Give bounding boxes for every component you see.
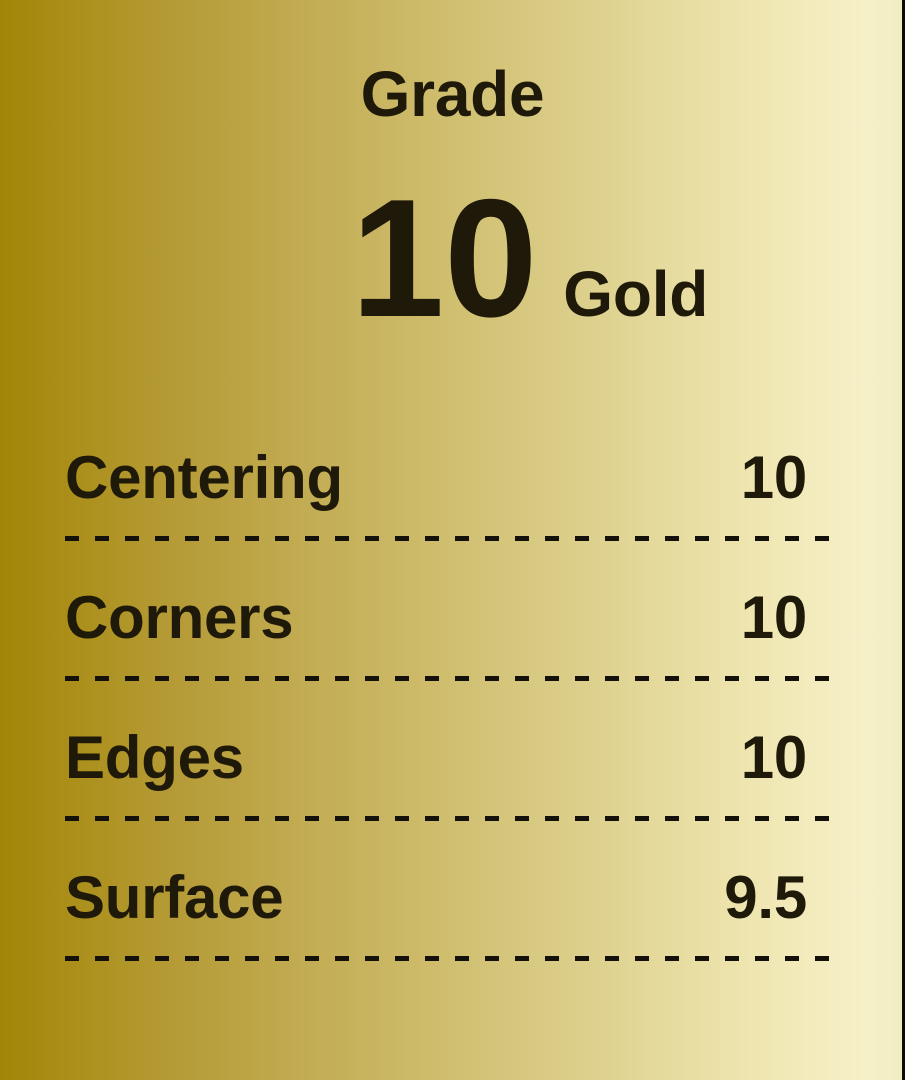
dashed-divider bbox=[65, 536, 840, 541]
score-row-centering: Centering 10 bbox=[65, 448, 840, 541]
score-value: 9.5 bbox=[724, 864, 807, 931]
score-line: Corners 10 bbox=[65, 588, 840, 648]
grade-heading: Grade bbox=[360, 58, 545, 130]
score-line: Centering 10 bbox=[65, 448, 840, 508]
score-label: Surface bbox=[65, 864, 284, 931]
score-label: Centering bbox=[65, 444, 343, 511]
grade-number: 10 bbox=[350, 164, 538, 352]
score-line: Surface 9.5 bbox=[65, 868, 840, 928]
grade-value-row: 10 Gold bbox=[77, 174, 905, 342]
grade-header: Grade 10 Gold bbox=[0, 0, 905, 342]
subgrade-list: Centering 10 Corners 10 Edges 10 Surface… bbox=[0, 448, 905, 961]
right-edge-line bbox=[902, 0, 905, 1080]
score-value: 10 bbox=[740, 584, 808, 651]
dashed-divider bbox=[65, 956, 840, 961]
score-row-corners: Corners 10 bbox=[65, 588, 840, 681]
score-label: Edges bbox=[65, 724, 244, 791]
score-value: 10 bbox=[740, 444, 808, 511]
score-row-edges: Edges 10 bbox=[65, 728, 840, 821]
dashed-divider bbox=[65, 676, 840, 681]
grade-tier-label: Gold bbox=[563, 258, 709, 330]
score-line: Edges 10 bbox=[65, 728, 840, 788]
dashed-divider bbox=[65, 816, 840, 821]
score-row-surface: Surface 9.5 bbox=[65, 868, 840, 961]
score-label: Corners bbox=[65, 584, 294, 651]
score-value: 10 bbox=[740, 724, 808, 791]
